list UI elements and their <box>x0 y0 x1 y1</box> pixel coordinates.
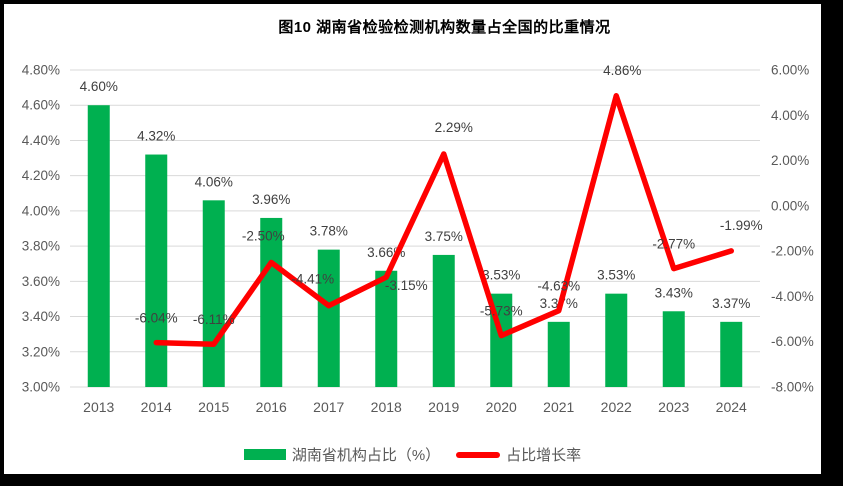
bar <box>202 200 225 387</box>
line-value-label: 4.86% <box>603 63 641 78</box>
x-axis-tick-label: 2019 <box>428 399 459 415</box>
bar-value-label: 4.32% <box>137 129 175 144</box>
growth-rate-line <box>153 93 734 347</box>
bar-value-label: 3.43% <box>655 285 693 300</box>
bar <box>432 254 455 387</box>
bar-value-label: 3.96% <box>252 192 290 207</box>
chart-title: 图10 湖南省检验检测机构数量占全国的比重情况 <box>278 19 611 36</box>
line-value-label: -4.41% <box>291 272 334 287</box>
legend-item-line-series: 占比增长率 <box>456 444 581 465</box>
chart-legend: 湖南省机构占比（%） 占比增长率 <box>4 444 821 465</box>
left-axis-tick-label: 3.00% <box>22 380 60 395</box>
right-axis-tick-label: -2.00% <box>771 244 814 259</box>
legend-label-line-series: 占比增长率 <box>506 447 582 464</box>
right-axis-tick-label: 0.00% <box>771 198 809 213</box>
x-axis-tick-label: 2014 <box>141 399 172 415</box>
x-axis-tick-label: 2016 <box>256 399 287 415</box>
bar-series-swatch <box>243 449 286 460</box>
right-axis-tick-label: 6.00% <box>771 63 809 78</box>
x-axis-tick-label: 2015 <box>198 399 229 415</box>
line-value-label: -2.50% <box>242 228 285 243</box>
bar-value-label: 3.53% <box>597 268 635 283</box>
bar <box>547 321 570 387</box>
x-axis-tick-label: 2024 <box>716 399 747 415</box>
line-value-label: -3.15% <box>385 278 428 293</box>
right-axis-tick-label: -4.00% <box>771 289 814 304</box>
left-axis-tick-label: 3.60% <box>22 274 60 289</box>
legend-label-bar-series: 湖南省机构占比（%） <box>291 447 441 464</box>
bar <box>260 217 283 387</box>
line-value-label: -5.73% <box>480 304 523 319</box>
line-value-label: -4.63% <box>537 279 580 294</box>
x-axis-tick-label: 2017 <box>313 399 344 415</box>
bar <box>145 154 168 387</box>
right-axis-tick-label: -6.00% <box>771 334 814 349</box>
bar-value-label: 3.53% <box>482 268 520 283</box>
line-value-label: -6.11% <box>193 312 235 327</box>
line-value-label: -1.99% <box>720 218 763 233</box>
bar <box>87 105 110 387</box>
bar <box>662 311 685 387</box>
x-axis-tick-label: 2021 <box>543 399 574 415</box>
bar <box>605 293 628 387</box>
bar-value-label: 3.37% <box>712 296 750 311</box>
left-axis-tick-label: 4.60% <box>22 98 60 113</box>
x-axis-tick-label: 2018 <box>371 399 402 415</box>
line-value-label: 2.29% <box>435 120 473 135</box>
bar-value-label: 4.60% <box>80 79 118 94</box>
bar-value-label: 3.75% <box>425 229 463 244</box>
left-axis-tick-label: 3.40% <box>22 309 60 324</box>
line-series-swatch <box>456 451 501 458</box>
left-axis-tick-label: 3.20% <box>22 344 60 359</box>
bar-value-label: 3.78% <box>310 224 348 239</box>
right-axis-tick-label: -8.00% <box>771 380 814 395</box>
bar-value-label: 4.06% <box>195 174 233 189</box>
left-axis-tick-label: 4.80% <box>22 63 60 78</box>
bar <box>317 249 340 387</box>
right-axis-tick-label: 4.00% <box>771 108 809 123</box>
x-axis-tick-label: 2022 <box>601 399 632 415</box>
line-value-label: -6.04% <box>135 311 178 326</box>
x-axis-tick-label: 2020 <box>486 399 517 415</box>
right-axis-tick-label: 2.00% <box>771 153 809 168</box>
x-axis-tick-label: 2023 <box>658 399 689 415</box>
bar <box>375 270 398 387</box>
left-axis-tick-label: 3.80% <box>22 239 60 254</box>
x-axis-tick-label: 2013 <box>83 399 114 415</box>
left-axis-tick-label: 4.20% <box>22 168 60 183</box>
legend-item-bar-series: 湖南省机构占比（%） <box>243 444 441 465</box>
left-axis-tick-label: 4.00% <box>22 203 60 218</box>
bar <box>720 321 743 387</box>
left-axis-tick-label: 4.40% <box>22 133 60 148</box>
chart-plot-area: 4.80% 4.60% 4.40% 4.20% 4.00% 3.80% 3.60% 3.40%… <box>22 63 814 416</box>
line-value-label: -2.77% <box>652 237 695 252</box>
